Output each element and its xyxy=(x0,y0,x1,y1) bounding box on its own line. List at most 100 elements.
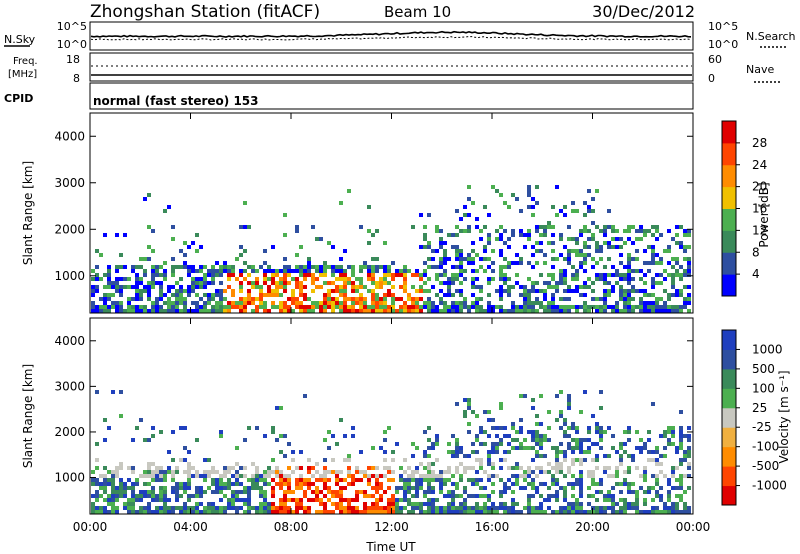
heatmap-cell xyxy=(375,474,379,478)
heatmap-cell xyxy=(495,289,499,293)
heatmap-cell xyxy=(155,506,159,510)
heatmap-cell xyxy=(427,474,431,478)
heatmap-cell xyxy=(171,490,175,494)
heatmap-cell xyxy=(591,257,595,261)
heatmap-cell xyxy=(475,309,479,313)
heatmap-cell xyxy=(523,394,527,398)
heatmap-cell xyxy=(543,434,547,438)
heatmap-cell xyxy=(563,418,567,422)
heatmap-cell xyxy=(215,486,219,490)
heatmap-cell xyxy=(107,281,111,285)
heatmap-cell xyxy=(163,293,167,297)
heatmap-cell xyxy=(515,273,519,277)
x-tick-label: 20:00 xyxy=(575,520,610,534)
heatmap-cell xyxy=(635,446,639,450)
heatmap-cell xyxy=(227,466,231,470)
heatmap-cell xyxy=(531,446,535,450)
heatmap-cell xyxy=(599,510,603,514)
heatmap-cell xyxy=(119,390,123,394)
heatmap-cell xyxy=(551,241,555,245)
heatmap-cell xyxy=(123,494,127,498)
heatmap-cell xyxy=(391,293,395,297)
heatmap-cell xyxy=(459,478,463,482)
heatmap-cell xyxy=(683,249,687,253)
heatmap-cell xyxy=(375,305,379,309)
heatmap-cell xyxy=(307,458,311,462)
heatmap-cell xyxy=(411,297,415,301)
heatmap-cell xyxy=(683,257,687,261)
heatmap-cell xyxy=(431,490,435,494)
heatmap-cell xyxy=(675,305,679,309)
heatmap-cell xyxy=(319,285,323,289)
heatmap-cell xyxy=(135,305,139,309)
heatmap-cell xyxy=(567,249,571,253)
heatmap-cell xyxy=(635,229,639,233)
heatmap-cell xyxy=(371,281,375,285)
heatmap-cell xyxy=(619,293,623,297)
heatmap-cell xyxy=(167,470,171,474)
heatmap-cell xyxy=(115,506,119,510)
heatmap-cell xyxy=(267,474,271,478)
heatmap-cell xyxy=(635,498,639,502)
heatmap-cell xyxy=(527,189,531,193)
heatmap-cell xyxy=(279,406,283,410)
heatmap-cell xyxy=(367,494,371,498)
heatmap-cell xyxy=(567,237,571,241)
heatmap-cell xyxy=(587,446,591,450)
heatmap-cell xyxy=(571,277,575,281)
heatmap-cell xyxy=(623,293,627,297)
heatmap-cell xyxy=(523,233,527,237)
heatmap-cell xyxy=(511,233,515,237)
heatmap-cell xyxy=(547,241,551,245)
heatmap-cell xyxy=(315,490,319,494)
heatmap-cell xyxy=(307,482,311,486)
heatmap-cell xyxy=(159,510,163,514)
heatmap-cell xyxy=(391,470,395,474)
heatmap-cell xyxy=(387,470,391,474)
heatmap-cell xyxy=(295,301,299,305)
heatmap-cell xyxy=(659,470,663,474)
heatmap-cell xyxy=(95,309,99,313)
heatmap-cell xyxy=(571,265,575,269)
heatmap-cell xyxy=(627,506,631,510)
heatmap-cell xyxy=(499,253,503,257)
heatmap-cell xyxy=(415,482,419,486)
heatmap-cell xyxy=(323,486,327,490)
heatmap-cell xyxy=(263,269,267,273)
heatmap-cell xyxy=(355,289,359,293)
heatmap-cell xyxy=(175,506,179,510)
heatmap-cell xyxy=(395,498,399,502)
heatmap-cell xyxy=(479,265,483,269)
heatmap-cell xyxy=(675,269,679,273)
heatmap-cell xyxy=(411,309,415,313)
heatmap-cell xyxy=(115,233,119,237)
heatmap-cell xyxy=(179,277,183,281)
heatmap-cell xyxy=(403,273,407,277)
heatmap-cell xyxy=(551,205,555,209)
colorbar-segment xyxy=(722,349,736,370)
heatmap-cell xyxy=(319,490,323,494)
heatmap-cell xyxy=(643,309,647,313)
heatmap-cell xyxy=(547,494,551,498)
heatmap-cell xyxy=(471,201,475,205)
heatmap-cell xyxy=(379,281,383,285)
heatmap-cell xyxy=(643,249,647,253)
heatmap-cell xyxy=(251,482,255,486)
heatmap-cell xyxy=(447,478,451,482)
heatmap-cell xyxy=(171,293,175,297)
freq-right-tick-bottom: 0 xyxy=(708,72,715,85)
heatmap-cell xyxy=(547,281,551,285)
heatmap-cell xyxy=(591,442,595,446)
heatmap-cell xyxy=(551,482,555,486)
heatmap-cell xyxy=(427,245,431,249)
heatmap-cell xyxy=(367,474,371,478)
heatmap-cell xyxy=(107,498,111,502)
heatmap-cell xyxy=(451,454,455,458)
heatmap-cell xyxy=(331,301,335,305)
heatmap-cell xyxy=(379,446,383,450)
heatmap-cell xyxy=(339,289,343,293)
heatmap-cell xyxy=(679,293,683,297)
heatmap-cell xyxy=(599,506,603,510)
heatmap-cell xyxy=(167,297,171,301)
heatmap-cell xyxy=(107,293,111,297)
